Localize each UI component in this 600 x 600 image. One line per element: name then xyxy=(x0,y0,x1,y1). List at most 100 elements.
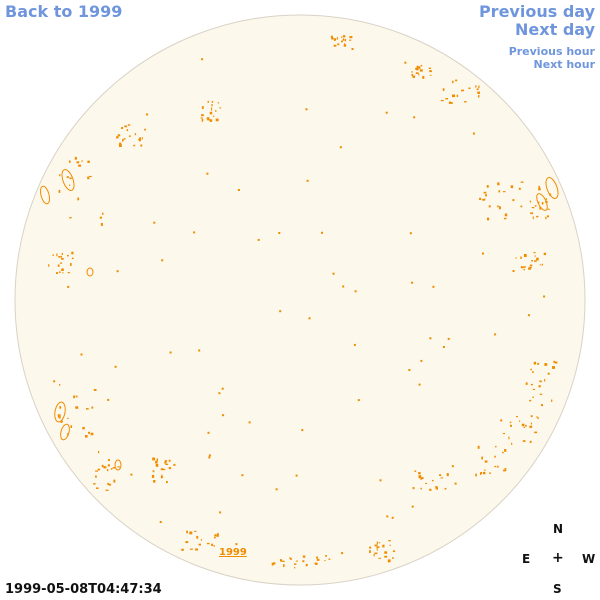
contour-speck xyxy=(480,473,482,475)
contour-speck xyxy=(483,471,486,475)
contour-speck xyxy=(110,468,113,470)
contour-speck xyxy=(497,466,499,468)
contour-speck xyxy=(374,544,378,547)
contour-speck xyxy=(160,475,162,479)
contour-speck xyxy=(414,470,417,472)
contour-speck xyxy=(503,469,506,472)
contour-speck xyxy=(416,68,419,71)
contour-speck xyxy=(420,487,422,490)
contour-speck xyxy=(122,139,124,142)
contour-speck xyxy=(528,267,532,270)
contour-speck xyxy=(321,231,323,234)
contour-speck xyxy=(504,213,508,217)
contour-speck xyxy=(211,107,213,111)
contour-speck xyxy=(428,67,431,69)
next-day-link[interactable]: Next day xyxy=(515,20,595,39)
contour-speck xyxy=(342,35,346,38)
compass-north-label: N xyxy=(553,522,564,536)
contour-speck xyxy=(482,198,485,201)
contour-speck xyxy=(411,281,414,284)
contour-speck xyxy=(539,393,543,395)
contour-speck xyxy=(341,36,343,38)
contour-speck xyxy=(475,85,477,88)
contour-speck xyxy=(156,458,158,462)
contour-loop xyxy=(39,185,51,205)
previous-hour-link[interactable]: Previous hour xyxy=(508,45,595,58)
contour-speck xyxy=(523,268,525,271)
contour-speck xyxy=(71,251,74,255)
contour-speck xyxy=(341,40,343,42)
contour-speck xyxy=(133,144,136,147)
contour-speck xyxy=(93,483,96,485)
contour-speck xyxy=(87,176,90,180)
active-region-contours xyxy=(39,35,559,569)
contour-speck xyxy=(90,432,94,436)
contour-speck xyxy=(302,555,306,558)
contour-speck xyxy=(450,102,453,104)
contour-speck xyxy=(237,189,240,191)
contour-speck xyxy=(431,479,434,482)
contour-speck xyxy=(532,396,534,398)
contour-speck xyxy=(108,483,112,486)
contour-speck xyxy=(139,137,141,140)
contour-speck xyxy=(116,136,119,139)
contour-speck xyxy=(510,185,514,189)
contour-speck xyxy=(140,144,143,147)
contour-speck xyxy=(494,333,497,336)
contour-speck xyxy=(525,424,527,427)
contour-speck xyxy=(189,548,193,550)
contour-speck xyxy=(56,253,58,257)
contour-speck xyxy=(217,102,220,104)
contour-speck xyxy=(554,361,558,364)
contour-speck xyxy=(477,445,480,449)
contour-speck xyxy=(446,473,449,477)
contour-speck xyxy=(475,473,477,477)
contour-speck xyxy=(409,232,412,235)
contour-speck xyxy=(58,271,61,273)
contour-speck xyxy=(339,146,342,149)
contour-speck xyxy=(551,399,553,402)
back-to-year-link[interactable]: Back to 1999 xyxy=(5,2,123,21)
contour-speck xyxy=(67,272,70,274)
contour-speck xyxy=(217,532,219,535)
contour-speck xyxy=(520,181,524,183)
contour-speck xyxy=(415,72,419,74)
contour-speck xyxy=(95,470,98,472)
year-link[interactable]: 1999 xyxy=(219,547,247,558)
contour-speck xyxy=(521,265,523,268)
contour-speck xyxy=(534,255,536,257)
contour-speck xyxy=(98,451,100,454)
contour-speck xyxy=(169,351,172,354)
contour-speck xyxy=(420,64,423,67)
contour-speck xyxy=(461,89,464,92)
contour-speck xyxy=(537,417,539,419)
contour-speck xyxy=(529,440,532,443)
contour-speck xyxy=(105,489,109,491)
contour-loop xyxy=(114,459,122,471)
contour-loop xyxy=(86,267,94,277)
contour-speck xyxy=(289,557,291,559)
contour-speck xyxy=(537,363,540,365)
contour-speck xyxy=(331,37,334,40)
contour-speck xyxy=(532,216,534,220)
contour-speck xyxy=(530,368,532,371)
contour-speck xyxy=(525,382,528,385)
next-hour-link[interactable]: Next hour xyxy=(533,58,596,71)
contour-speck xyxy=(213,545,215,547)
contour-speck xyxy=(488,205,491,208)
contour-speck xyxy=(305,563,308,567)
contour-speck xyxy=(485,194,487,197)
contour-speck xyxy=(384,555,388,558)
contour-speck xyxy=(102,212,104,215)
contour-speck xyxy=(112,467,116,469)
contour-speck xyxy=(198,349,201,352)
contour-speck xyxy=(392,557,394,559)
contour-speck xyxy=(221,387,224,390)
contour-speck xyxy=(452,94,455,98)
contour-speck xyxy=(478,95,480,98)
contour-speck xyxy=(520,256,522,259)
contour-speck xyxy=(378,542,381,544)
contour-speck xyxy=(57,414,61,417)
previous-day-link[interactable]: Previous day xyxy=(478,2,595,21)
contour-speck xyxy=(193,231,196,234)
